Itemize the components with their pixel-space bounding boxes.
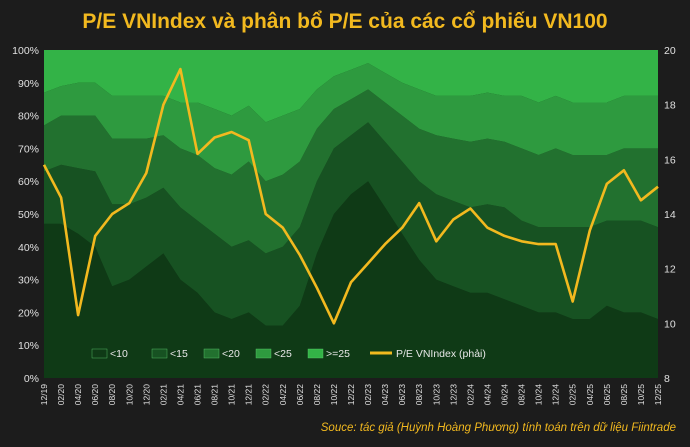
left-tick-label: 10% <box>18 340 39 352</box>
x-tick-label: 08/23 <box>414 384 424 406</box>
x-tick-label: 04/24 <box>482 384 492 406</box>
legend-swatch-3 <box>255 348 272 359</box>
legend-label-line: P/E VNIndex (phải) <box>396 348 486 360</box>
right-tick-label: 20 <box>664 45 676 57</box>
left-tick-label: 100% <box>12 45 39 57</box>
left-tick-label: 40% <box>18 242 39 254</box>
chart-title: P/E VNIndex và phân bổ P/E của các cổ ph… <box>82 10 608 33</box>
x-tick-label: 08/24 <box>517 384 527 406</box>
x-tick-label: 10/25 <box>636 384 646 406</box>
legend-label-1: <15 <box>170 348 188 360</box>
x-tick-label: 10/23 <box>431 384 441 406</box>
legend-label-3: <25 <box>274 348 292 360</box>
x-tick-label: 12/23 <box>448 384 458 406</box>
source-note: Souce: tác giả (Huỳnh Hoàng Phương) tính… <box>320 422 676 434</box>
x-tick-label: 02/21 <box>158 384 168 406</box>
x-tick-label: 12/24 <box>551 384 561 406</box>
x-tick-label: 06/21 <box>193 384 203 406</box>
x-tick-label: 06/23 <box>397 384 407 406</box>
x-tick-label: 12/21 <box>244 384 254 406</box>
x-tick-label: 02/25 <box>568 384 578 406</box>
area-series-0 <box>44 181 658 378</box>
x-tick-label: 08/22 <box>312 384 322 406</box>
x-tick-label: 08/25 <box>619 384 629 406</box>
right-tick-label: 16 <box>664 154 676 166</box>
x-tick-label: 12/22 <box>346 384 356 406</box>
legend-swatch-0 <box>91 348 108 359</box>
x-tick-label: 12/19 <box>39 384 49 406</box>
legend-label-4: >=25 <box>326 348 350 360</box>
left-tick-label: 0% <box>24 373 39 385</box>
x-tick-label: 10/20 <box>124 384 134 406</box>
legend-label-0: <10 <box>110 348 128 360</box>
x-tick-label: 02/22 <box>261 384 271 406</box>
x-tick-label: 10/22 <box>329 384 339 406</box>
right-tick-label: 10 <box>664 318 676 330</box>
right-tick-label: 8 <box>664 373 670 385</box>
x-tick-label: 12/20 <box>141 384 151 406</box>
x-tick-label: 04/22 <box>278 384 288 406</box>
x-tick-label: 04/20 <box>73 384 83 406</box>
left-tick-label: 50% <box>18 209 39 221</box>
area-series-4 <box>44 50 658 123</box>
x-tick-label: 06/24 <box>500 384 510 406</box>
area-series-2 <box>44 89 658 254</box>
pe-vnindex-line <box>42 67 659 325</box>
x-tick-label: 06/25 <box>602 384 612 406</box>
x-tick-label: 06/22 <box>295 384 305 406</box>
x-tick-label: 10/24 <box>534 384 544 406</box>
x-tick-label: 12/25 <box>653 384 663 406</box>
legend-swatch-1 <box>151 348 168 359</box>
left-tick-label: 20% <box>18 307 39 319</box>
x-tick-label: 02/20 <box>56 384 66 406</box>
legend-label-2: <20 <box>222 348 240 360</box>
x-tick-label: 04/21 <box>175 384 185 406</box>
x-tick-label: 10/21 <box>227 384 237 406</box>
legend-swatch-2 <box>203 348 220 359</box>
x-tick-label: 04/25 <box>585 384 595 406</box>
x-tick-label: 02/23 <box>363 384 373 406</box>
right-tick-label: 12 <box>664 264 676 276</box>
x-tick-label: 02/24 <box>465 384 475 406</box>
x-tick-label: 06/20 <box>90 384 100 406</box>
left-tick-label: 30% <box>18 275 39 287</box>
right-tick-label: 18 <box>664 100 676 112</box>
x-tick-label: 08/21 <box>210 384 220 406</box>
legend-swatch-4 <box>307 348 324 359</box>
left-tick-label: 60% <box>18 176 39 188</box>
area-series-1 <box>44 122 658 326</box>
right-tick-label: 14 <box>664 209 676 221</box>
x-tick-label: 08/20 <box>107 384 117 406</box>
left-tick-label: 90% <box>18 78 39 90</box>
x-tick-label: 04/23 <box>380 384 390 406</box>
left-tick-label: 70% <box>18 143 39 155</box>
left-tick-label: 80% <box>18 111 39 123</box>
